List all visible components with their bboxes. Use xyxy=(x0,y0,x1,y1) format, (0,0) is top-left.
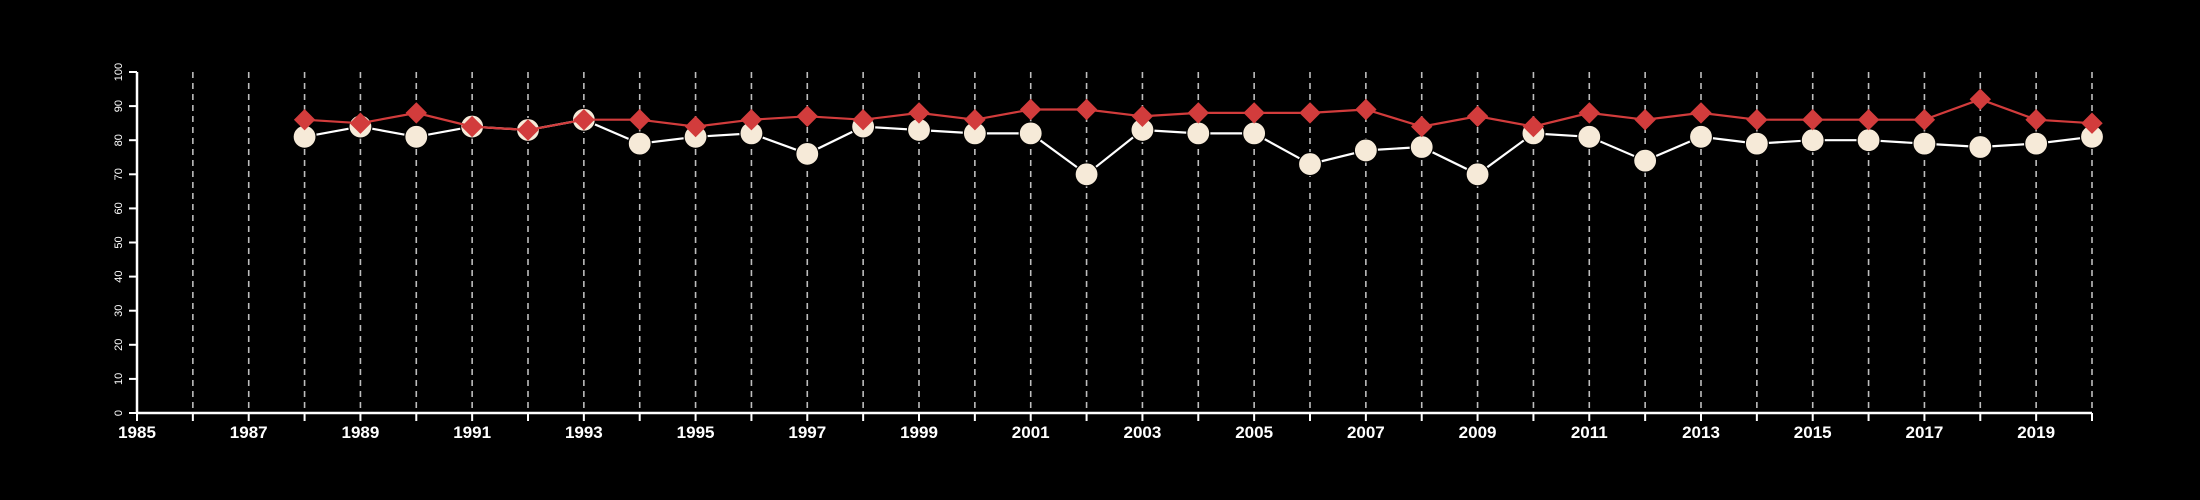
series-1-point-1992 xyxy=(517,119,539,141)
y-tick-label-20: 20 xyxy=(113,339,125,351)
y-tick-label-30: 30 xyxy=(113,305,125,317)
x-tick-label-2015: 2015 xyxy=(1794,423,1832,442)
series-1-point-1999 xyxy=(908,102,930,124)
x-tick-label-1985: 1985 xyxy=(118,423,156,442)
series-0-point-2017 xyxy=(1912,131,1937,156)
series-1-point-2020 xyxy=(2081,112,2103,134)
x-tick-label-2005: 2005 xyxy=(1235,423,1273,442)
x-tick-label-1997: 1997 xyxy=(788,423,826,442)
series-1-point-2015 xyxy=(1801,108,1824,131)
y-tick-label-40: 40 xyxy=(113,270,125,282)
series-0-point-2013 xyxy=(1688,124,1714,149)
series-1-point-1989 xyxy=(349,112,372,134)
series-0-point-2018 xyxy=(1968,134,1993,160)
series-1 xyxy=(293,88,2103,141)
series-1-point-2000 xyxy=(964,108,986,131)
series-1-point-1991 xyxy=(461,115,483,138)
series-0-point-2001 xyxy=(1018,121,1043,146)
x-tick-label-1999: 1999 xyxy=(900,423,938,442)
x-tick-label-1987: 1987 xyxy=(230,423,268,442)
series-1-point-1996 xyxy=(740,108,763,131)
series-0-point-1997 xyxy=(795,141,820,166)
axes: 0 10 20 30 40 50 60 70 80 90 100 1985 1987 1989 1991 19… xyxy=(113,63,2093,442)
y-tick-label-10: 10 xyxy=(113,373,125,385)
series-1-point-2003 xyxy=(1131,105,1154,128)
series-0-point-2002 xyxy=(1074,162,1099,187)
series-0-point-1990 xyxy=(404,124,429,149)
series-1-point-2013 xyxy=(1690,102,1712,124)
y-tick-label-70: 70 xyxy=(113,168,125,180)
series-1-point-1988 xyxy=(293,108,316,131)
series-1-point-1994 xyxy=(628,108,651,131)
x-tick-label-1989: 1989 xyxy=(342,423,380,442)
series-0-point-2016 xyxy=(1856,128,1881,153)
series-0-point-2008 xyxy=(1409,134,1434,160)
series-0-point-2015 xyxy=(1800,128,1825,153)
x-tick-label-2009: 2009 xyxy=(1459,423,1497,442)
series-0-point-1994 xyxy=(627,131,652,156)
series-1-point-2009 xyxy=(1466,105,1489,128)
y-tick-label-90: 90 xyxy=(113,100,125,112)
series-1-point-1998 xyxy=(852,108,874,131)
series-1-point-2007 xyxy=(1355,98,1377,121)
x-tick-label-1991: 1991 xyxy=(453,423,491,442)
x-tick-label-2013: 2013 xyxy=(1682,423,1720,442)
series-1-point-1997 xyxy=(796,105,819,128)
series-0-point-2005 xyxy=(1242,121,1267,146)
series-1-point-1990 xyxy=(405,102,428,124)
x-tick-label-2017: 2017 xyxy=(1906,423,1944,442)
series-1-point-2019 xyxy=(2025,108,2047,131)
series-group xyxy=(292,88,2105,187)
series-1-point-2001 xyxy=(1019,98,1042,121)
series-1-point-2004 xyxy=(1187,102,1210,124)
y-tick-label-80: 80 xyxy=(113,134,125,146)
series-1-point-2017 xyxy=(1913,108,1936,131)
y-tick-label-60: 60 xyxy=(113,202,125,214)
series-0-point-2012 xyxy=(1633,148,1658,173)
series-0-point-2006 xyxy=(1297,151,1323,177)
series-0-point-2019 xyxy=(2024,131,2049,156)
y-tick-label-100: 100 xyxy=(113,63,125,81)
series-1-point-2005 xyxy=(1243,102,1265,124)
series-1-point-2002 xyxy=(1075,98,1098,121)
series-0-point-2011 xyxy=(1577,124,1602,149)
series-0-point-2014 xyxy=(1744,131,1769,156)
series-1-point-2016 xyxy=(1857,108,1880,131)
y-tick-label-0: 0 xyxy=(113,410,125,416)
x-tick-label-2011: 2011 xyxy=(1571,423,1608,442)
y-tick-label-50: 50 xyxy=(113,236,125,248)
series-0-point-2004 xyxy=(1186,121,1211,146)
series-1-point-2014 xyxy=(1746,108,1768,131)
x-tick-label-2001: 2001 xyxy=(1012,423,1050,442)
series-1-point-2006 xyxy=(1299,102,1321,124)
series-1-point-2011 xyxy=(1578,102,1601,124)
x-tick-label-2003: 2003 xyxy=(1124,423,1162,442)
series-1-point-2010 xyxy=(1522,115,1545,138)
x-tick-label-1993: 1993 xyxy=(565,423,603,442)
x-tick-label-2007: 2007 xyxy=(1347,423,1385,442)
series-0-point-2009 xyxy=(1465,162,1490,187)
series-1-point-2008 xyxy=(1410,115,1433,138)
series-0-point-2007 xyxy=(1353,138,1378,163)
x-tick-label-2019: 2019 xyxy=(2017,423,2055,442)
series-1-point-2018 xyxy=(1969,88,1992,111)
series-1-point-1993 xyxy=(573,108,595,131)
x-tick-label-1995: 1995 xyxy=(677,423,715,442)
series-1-point-2012 xyxy=(1634,108,1656,131)
series-1-point-1995 xyxy=(684,115,707,138)
